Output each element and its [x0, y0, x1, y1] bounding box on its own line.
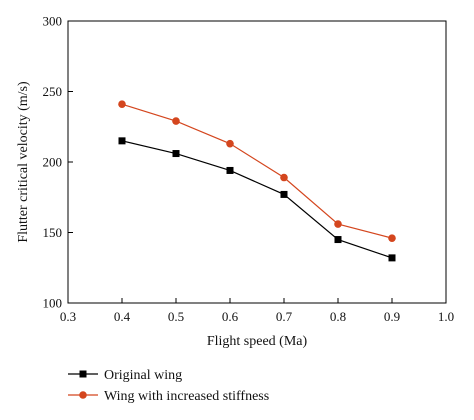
series-original-wing	[118, 137, 396, 262]
legend-marker-circle	[79, 391, 87, 399]
x-tick-label: 0.3	[60, 309, 76, 324]
legend-item-original-wing: Original wing	[68, 368, 182, 383]
y-tick-label: 100	[43, 296, 63, 311]
data-point	[118, 100, 126, 108]
y-tick-label: 300	[43, 14, 63, 29]
x-axis-label: Flight speed (Ma)	[207, 334, 308, 349]
data-point	[388, 254, 396, 262]
x-tick-label: 0.8	[330, 309, 346, 324]
x-tick-label: 0.9	[384, 309, 400, 324]
y-tick-label: 250	[43, 84, 63, 99]
series-line	[121, 103, 393, 239]
series-layer	[118, 100, 396, 262]
legend: Original wing Wing with increased stiffn…	[68, 368, 269, 404]
data-point	[280, 173, 288, 182]
y-tick-label: 200	[43, 155, 63, 170]
y-axis: 100 150 200 250 300	[43, 14, 73, 311]
x-tick-label: 0.6	[222, 309, 239, 324]
data-point	[172, 150, 180, 158]
legend-item-increased-stiffness: Wing with increased stiffness	[68, 389, 269, 404]
data-point	[280, 190, 288, 198]
data-point	[226, 139, 234, 148]
legend-label-increased-stiffness: Wing with increased stiffness	[104, 389, 269, 404]
y-tick-label: 150	[43, 225, 63, 240]
series-increased-stiffness	[118, 100, 396, 242]
x-tick-label: 0.4	[114, 309, 131, 324]
x-axis: 0.3 0.4 0.5 0.6 0.7 0.8 0.9 1.0	[60, 298, 454, 324]
x-tick-label: 1.0	[438, 309, 454, 324]
x-tick-label: 0.5	[168, 309, 184, 324]
legend-marker-square	[79, 370, 87, 378]
data-point	[118, 137, 126, 145]
data-point	[388, 234, 396, 242]
data-point	[334, 220, 342, 228]
series-line	[121, 140, 393, 259]
data-point	[334, 236, 342, 244]
legend-label-original-wing: Original wing	[104, 368, 182, 383]
x-tick-label: 0.7	[276, 309, 293, 324]
data-point	[226, 166, 234, 174]
data-point	[172, 117, 180, 125]
y-axis-label: Flutter critical velocity (m/s)	[16, 81, 31, 243]
